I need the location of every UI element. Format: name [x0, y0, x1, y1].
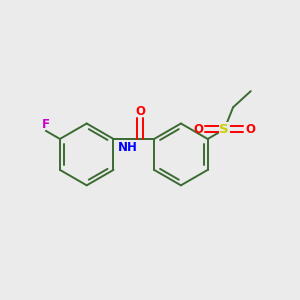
Text: O: O: [245, 123, 255, 136]
Text: F: F: [42, 118, 50, 131]
Text: NH: NH: [118, 141, 137, 154]
Text: O: O: [194, 123, 204, 136]
Text: S: S: [220, 123, 229, 136]
Text: O: O: [135, 105, 145, 119]
